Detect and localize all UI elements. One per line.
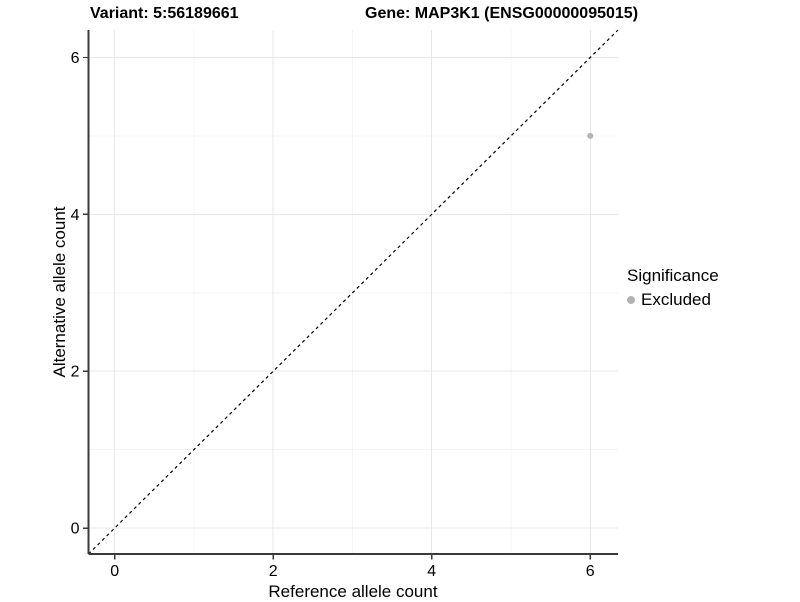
legend-title: Significance: [627, 266, 719, 285]
legend: Significance Excluded: [627, 266, 719, 310]
legend-circle-icon: [627, 296, 635, 304]
x-tick-label: 6: [586, 563, 595, 580]
plot-title-variant: Variant: 5:56189661: [90, 5, 239, 22]
legend-item-label: Excluded: [641, 290, 711, 309]
identity-reference-line: [88, 29, 619, 555]
y-tick-label: 4: [71, 207, 80, 224]
x-tick-label: 4: [427, 563, 436, 580]
y-axis-title: Alternative allele count: [50, 206, 69, 378]
y-tick-label: 0: [71, 521, 80, 538]
x-tick-label: 0: [110, 563, 119, 580]
x-tick-label: 2: [269, 563, 278, 580]
plot-title-gene: Gene: MAP3K1 (ENSG00000095015): [365, 5, 639, 22]
data-point: [587, 132, 594, 139]
y-tick-label: 2: [71, 364, 80, 381]
x-axis-title: Reference allele count: [268, 582, 438, 601]
y-tick-label: 6: [71, 50, 80, 67]
legend-item-excluded: Excluded: [627, 290, 719, 310]
